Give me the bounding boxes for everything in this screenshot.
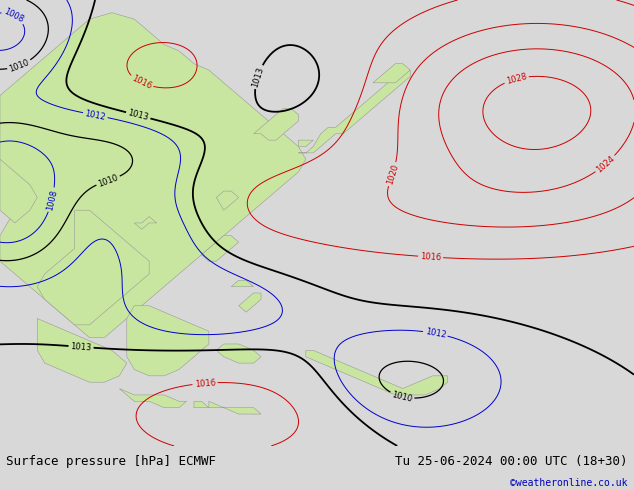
Polygon shape (299, 70, 410, 153)
Polygon shape (134, 217, 157, 229)
Text: 1028: 1028 (505, 72, 527, 86)
Polygon shape (209, 401, 261, 414)
Text: 1010: 1010 (96, 172, 119, 189)
Polygon shape (254, 108, 299, 140)
Polygon shape (37, 210, 149, 325)
Polygon shape (238, 293, 261, 312)
Polygon shape (37, 318, 127, 382)
Polygon shape (0, 159, 37, 223)
Text: 1008: 1008 (2, 7, 25, 25)
Text: ©weatheronline.co.uk: ©weatheronline.co.uk (510, 478, 628, 489)
Text: 1008: 1008 (45, 189, 59, 211)
Text: 1012: 1012 (84, 109, 107, 122)
Text: 1024: 1024 (595, 154, 616, 174)
Text: 1020: 1020 (385, 163, 400, 186)
Text: 1010: 1010 (8, 57, 30, 74)
Polygon shape (306, 350, 448, 395)
Text: Surface pressure [hPa] ECMWF: Surface pressure [hPa] ECMWF (6, 455, 216, 468)
Text: Tu 25-06-2024 00:00 UTC (18+30): Tu 25-06-2024 00:00 UTC (18+30) (395, 455, 628, 468)
Polygon shape (202, 236, 238, 261)
Polygon shape (373, 64, 410, 83)
Text: 1013: 1013 (70, 342, 92, 352)
Polygon shape (216, 191, 238, 210)
Text: 1016: 1016 (194, 378, 216, 389)
Polygon shape (119, 389, 186, 408)
Text: 1016: 1016 (420, 252, 441, 262)
Text: 1016: 1016 (130, 74, 153, 91)
Text: 1012: 1012 (424, 327, 446, 340)
Polygon shape (231, 280, 254, 287)
Polygon shape (127, 306, 209, 376)
Text: 1013: 1013 (127, 108, 150, 122)
Text: 1013: 1013 (250, 65, 265, 88)
Text: 1010: 1010 (391, 390, 413, 403)
Polygon shape (216, 344, 261, 363)
Polygon shape (194, 401, 209, 408)
Polygon shape (299, 140, 313, 147)
Polygon shape (0, 13, 306, 338)
